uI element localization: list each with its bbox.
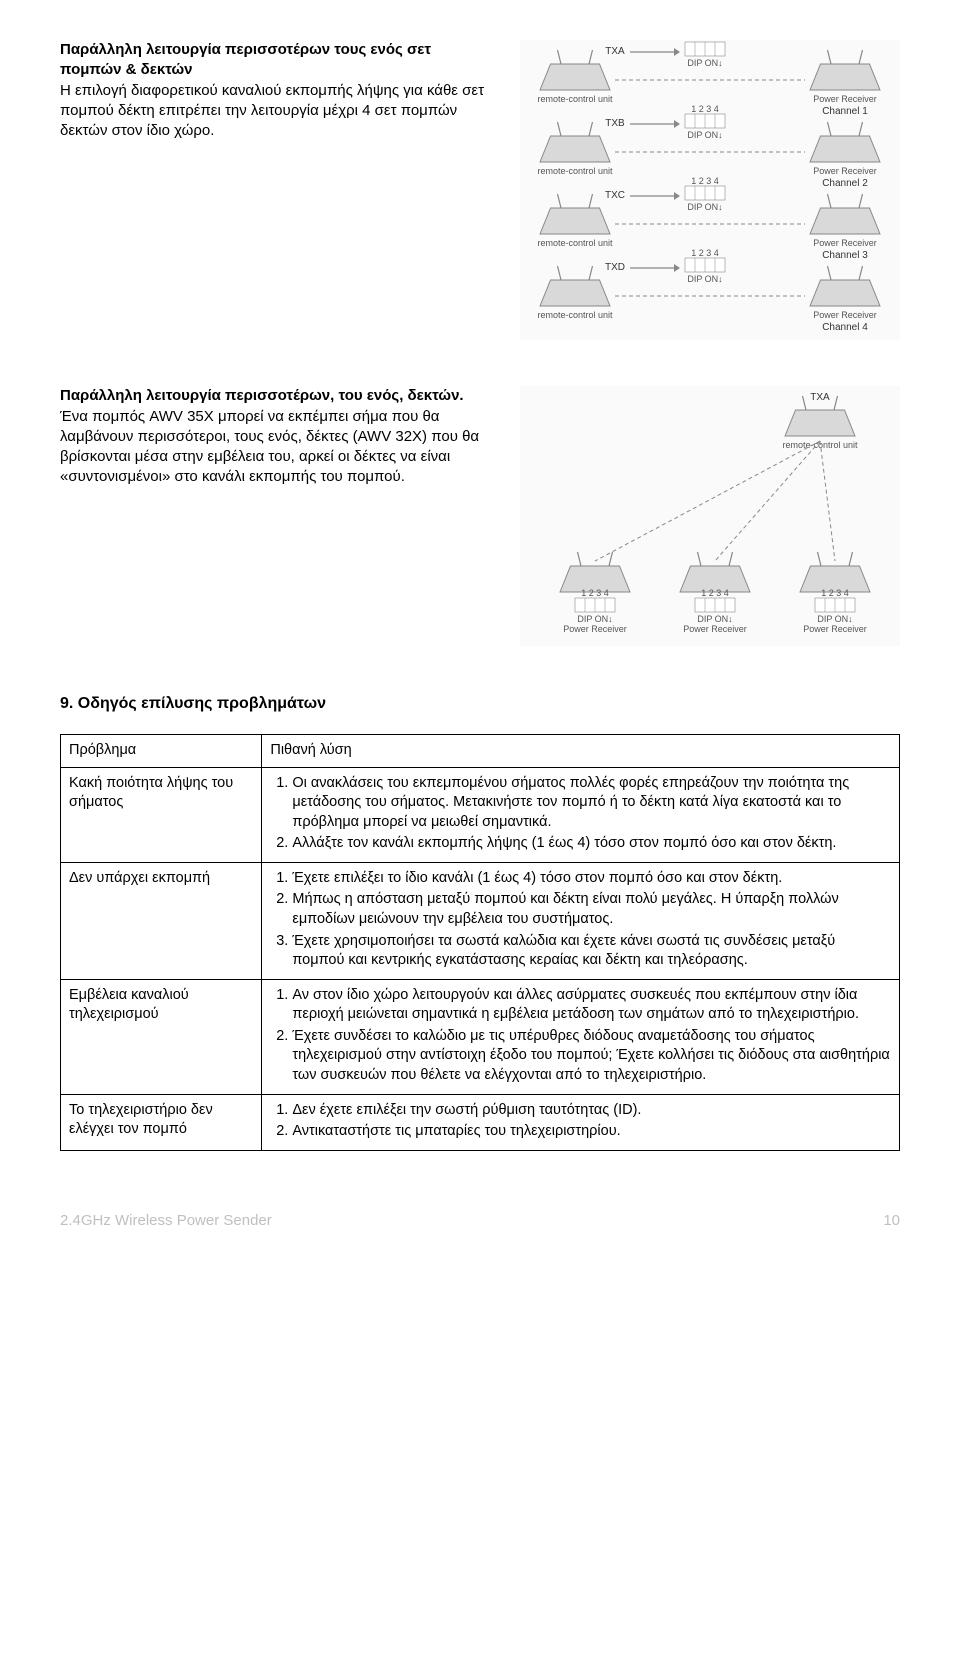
svg-text:1 2 3 4: 1 2 3 4 (581, 588, 609, 598)
page-footer: 2.4GHz Wireless Power Sender 10 (60, 1211, 900, 1231)
problem-cell: Κακή ποιότητα λήψης του σήματος (61, 767, 262, 862)
svg-text:TXC: TXC (605, 190, 625, 201)
diagram-broadcast: TXAremote-control unit1 2 3 4DIP ON↓Powe… (520, 386, 900, 652)
section2-title: Παράλληλη λειτουργία περισσοτέρων, του ε… (60, 387, 464, 404)
svg-text:DIP ON↓: DIP ON↓ (817, 614, 852, 624)
solution-item: Μήπως η απόσταση μεταξύ πομπού και δέκτη… (292, 890, 891, 929)
solution-item: Δεν έχετε επιλέξει την σωστή ρύθμιση ταυ… (292, 1101, 891, 1121)
solution-cell: Δεν έχετε επιλέξει την σωστή ρύθμιση ταυ… (262, 1094, 900, 1150)
svg-text:TXA: TXA (810, 392, 830, 403)
svg-text:TXD: TXD (605, 262, 625, 273)
problem-cell: Δεν υπάρχει εκπομπή (61, 862, 262, 979)
svg-text:1 2 3 4: 1 2 3 4 (691, 40, 719, 42)
solution-item: Έχετε χρησιμοποιήσει τα σωστά καλώδια κα… (292, 932, 891, 971)
solution-item: Οι ανακλάσεις του εκπεμπομένου σήματος π… (292, 774, 891, 833)
section2-body: Ένα πομπός AWV 35X μπορεί να εκπέμπει σή… (60, 408, 479, 486)
section-parallel-sets: Παράλληλη λειτουργία περισσοτέρων τους ε… (60, 40, 900, 346)
svg-text:Power Receiver: Power Receiver (803, 624, 867, 634)
svg-text:Channel 1: Channel 1 (822, 106, 868, 117)
svg-text:Channel 3: Channel 3 (822, 250, 868, 261)
table-header-problem: Πρόβλημα (61, 735, 262, 768)
svg-text:1 2 3 4: 1 2 3 4 (821, 588, 849, 598)
svg-text:Power Receiver: Power Receiver (813, 238, 877, 248)
svg-text:remote-control unit: remote-control unit (537, 310, 613, 320)
svg-text:1 2 3 4: 1 2 3 4 (691, 248, 719, 258)
troubleshoot-heading: 9. Οδηγός επίλυσης προβλημάτων (60, 693, 900, 715)
svg-text:DIP ON↓: DIP ON↓ (687, 58, 722, 68)
svg-text:DIP ON↓: DIP ON↓ (697, 614, 732, 624)
svg-text:Channel 4: Channel 4 (822, 322, 868, 333)
footer-page-number: 10 (883, 1211, 900, 1231)
svg-text:Channel 2: Channel 2 (822, 178, 868, 189)
table-row: Εμβέλεια καναλιού τηλεχειρισμού Αν στον ί… (61, 979, 900, 1094)
svg-text:1 2 3 4: 1 2 3 4 (691, 104, 719, 114)
footer-product: 2.4GHz Wireless Power Sender (60, 1211, 272, 1231)
solution-item: Έχετε συνδέσει το καλώδιο με τις υπέρυθρ… (292, 1027, 891, 1086)
svg-text:Power Receiver: Power Receiver (563, 624, 627, 634)
svg-text:DIP ON↓: DIP ON↓ (687, 202, 722, 212)
section2-text: Παράλληλη λειτουργία περισσοτέρων, του ε… (60, 386, 490, 652)
svg-text:TXB: TXB (605, 118, 625, 129)
svg-text:Power Receiver: Power Receiver (813, 94, 877, 104)
solution-cell: Αν στον ίδιο χώρο λειτουργούν και άλλες … (262, 979, 900, 1094)
svg-text:1 2 3 4: 1 2 3 4 (701, 588, 729, 598)
solution-item: Αντικαταστήστε τις μπαταρίες του τηλεχει… (292, 1122, 891, 1142)
solution-item: Αν στον ίδιο χώρο λειτουργούν και άλλες … (292, 986, 891, 1025)
diagram-4-channels: TXA 1 2 3 4 DIP ON↓ remote-control unit Powe… (520, 40, 900, 346)
svg-text:DIP ON↓: DIP ON↓ (687, 274, 722, 284)
table-row: Δεν υπάρχει εκπομπή Έχετε επιλέξει το ίδι… (61, 862, 900, 979)
section-one-to-many: Παράλληλη λειτουργία περισσοτέρων, του ε… (60, 386, 900, 652)
svg-text:remote-control unit: remote-control unit (537, 94, 613, 104)
svg-text:Power Receiver: Power Receiver (813, 166, 877, 176)
solution-cell: Έχετε επιλέξει το ίδιο κανάλι (1 έως 4) … (262, 862, 900, 979)
troubleshoot-table: ΠρόβλημαΠιθανή λύσηΚακή ποιότητα λήψης τ… (60, 734, 900, 1151)
svg-text:1 2 3 4: 1 2 3 4 (691, 176, 719, 186)
problem-cell: Εμβέλεια καναλιού τηλεχειρισμού (61, 979, 262, 1094)
section1-text: Παράλληλη λειτουργία περισσοτέρων τους ε… (60, 40, 490, 346)
table-row: Το τηλεχειριστήριο δεν ελέγχει τον πομπό… (61, 1094, 900, 1150)
solution-cell: Οι ανακλάσεις του εκπεμπομένου σήματος π… (262, 767, 900, 862)
svg-text:remote-control unit: remote-control unit (537, 166, 613, 176)
svg-text:Power Receiver: Power Receiver (813, 310, 877, 320)
svg-text:DIP ON↓: DIP ON↓ (687, 130, 722, 140)
section1-title: Παράλληλη λειτουργία περισσοτέρων τους ε… (60, 41, 431, 78)
svg-text:remote-control unit: remote-control unit (537, 238, 613, 248)
table-header-solution: Πιθανή λύση (262, 735, 900, 768)
table-row: Κακή ποιότητα λήψης του σήματος Οι ανακλά… (61, 767, 900, 862)
solution-item: Αλλάξτε τον κανάλι εκπομπής λήψης (1 έως… (292, 834, 891, 854)
solution-item: Έχετε επιλέξει το ίδιο κανάλι (1 έως 4) … (292, 869, 891, 889)
section1-body: Η επιλογή διαφορετικού καναλιού εκπομπής… (60, 82, 484, 140)
svg-text:TXA: TXA (605, 46, 625, 57)
svg-text:Power Receiver: Power Receiver (683, 624, 747, 634)
problem-cell: Το τηλεχειριστήριο δεν ελέγχει τον πομπό (61, 1094, 262, 1150)
svg-text:DIP ON↓: DIP ON↓ (577, 614, 612, 624)
